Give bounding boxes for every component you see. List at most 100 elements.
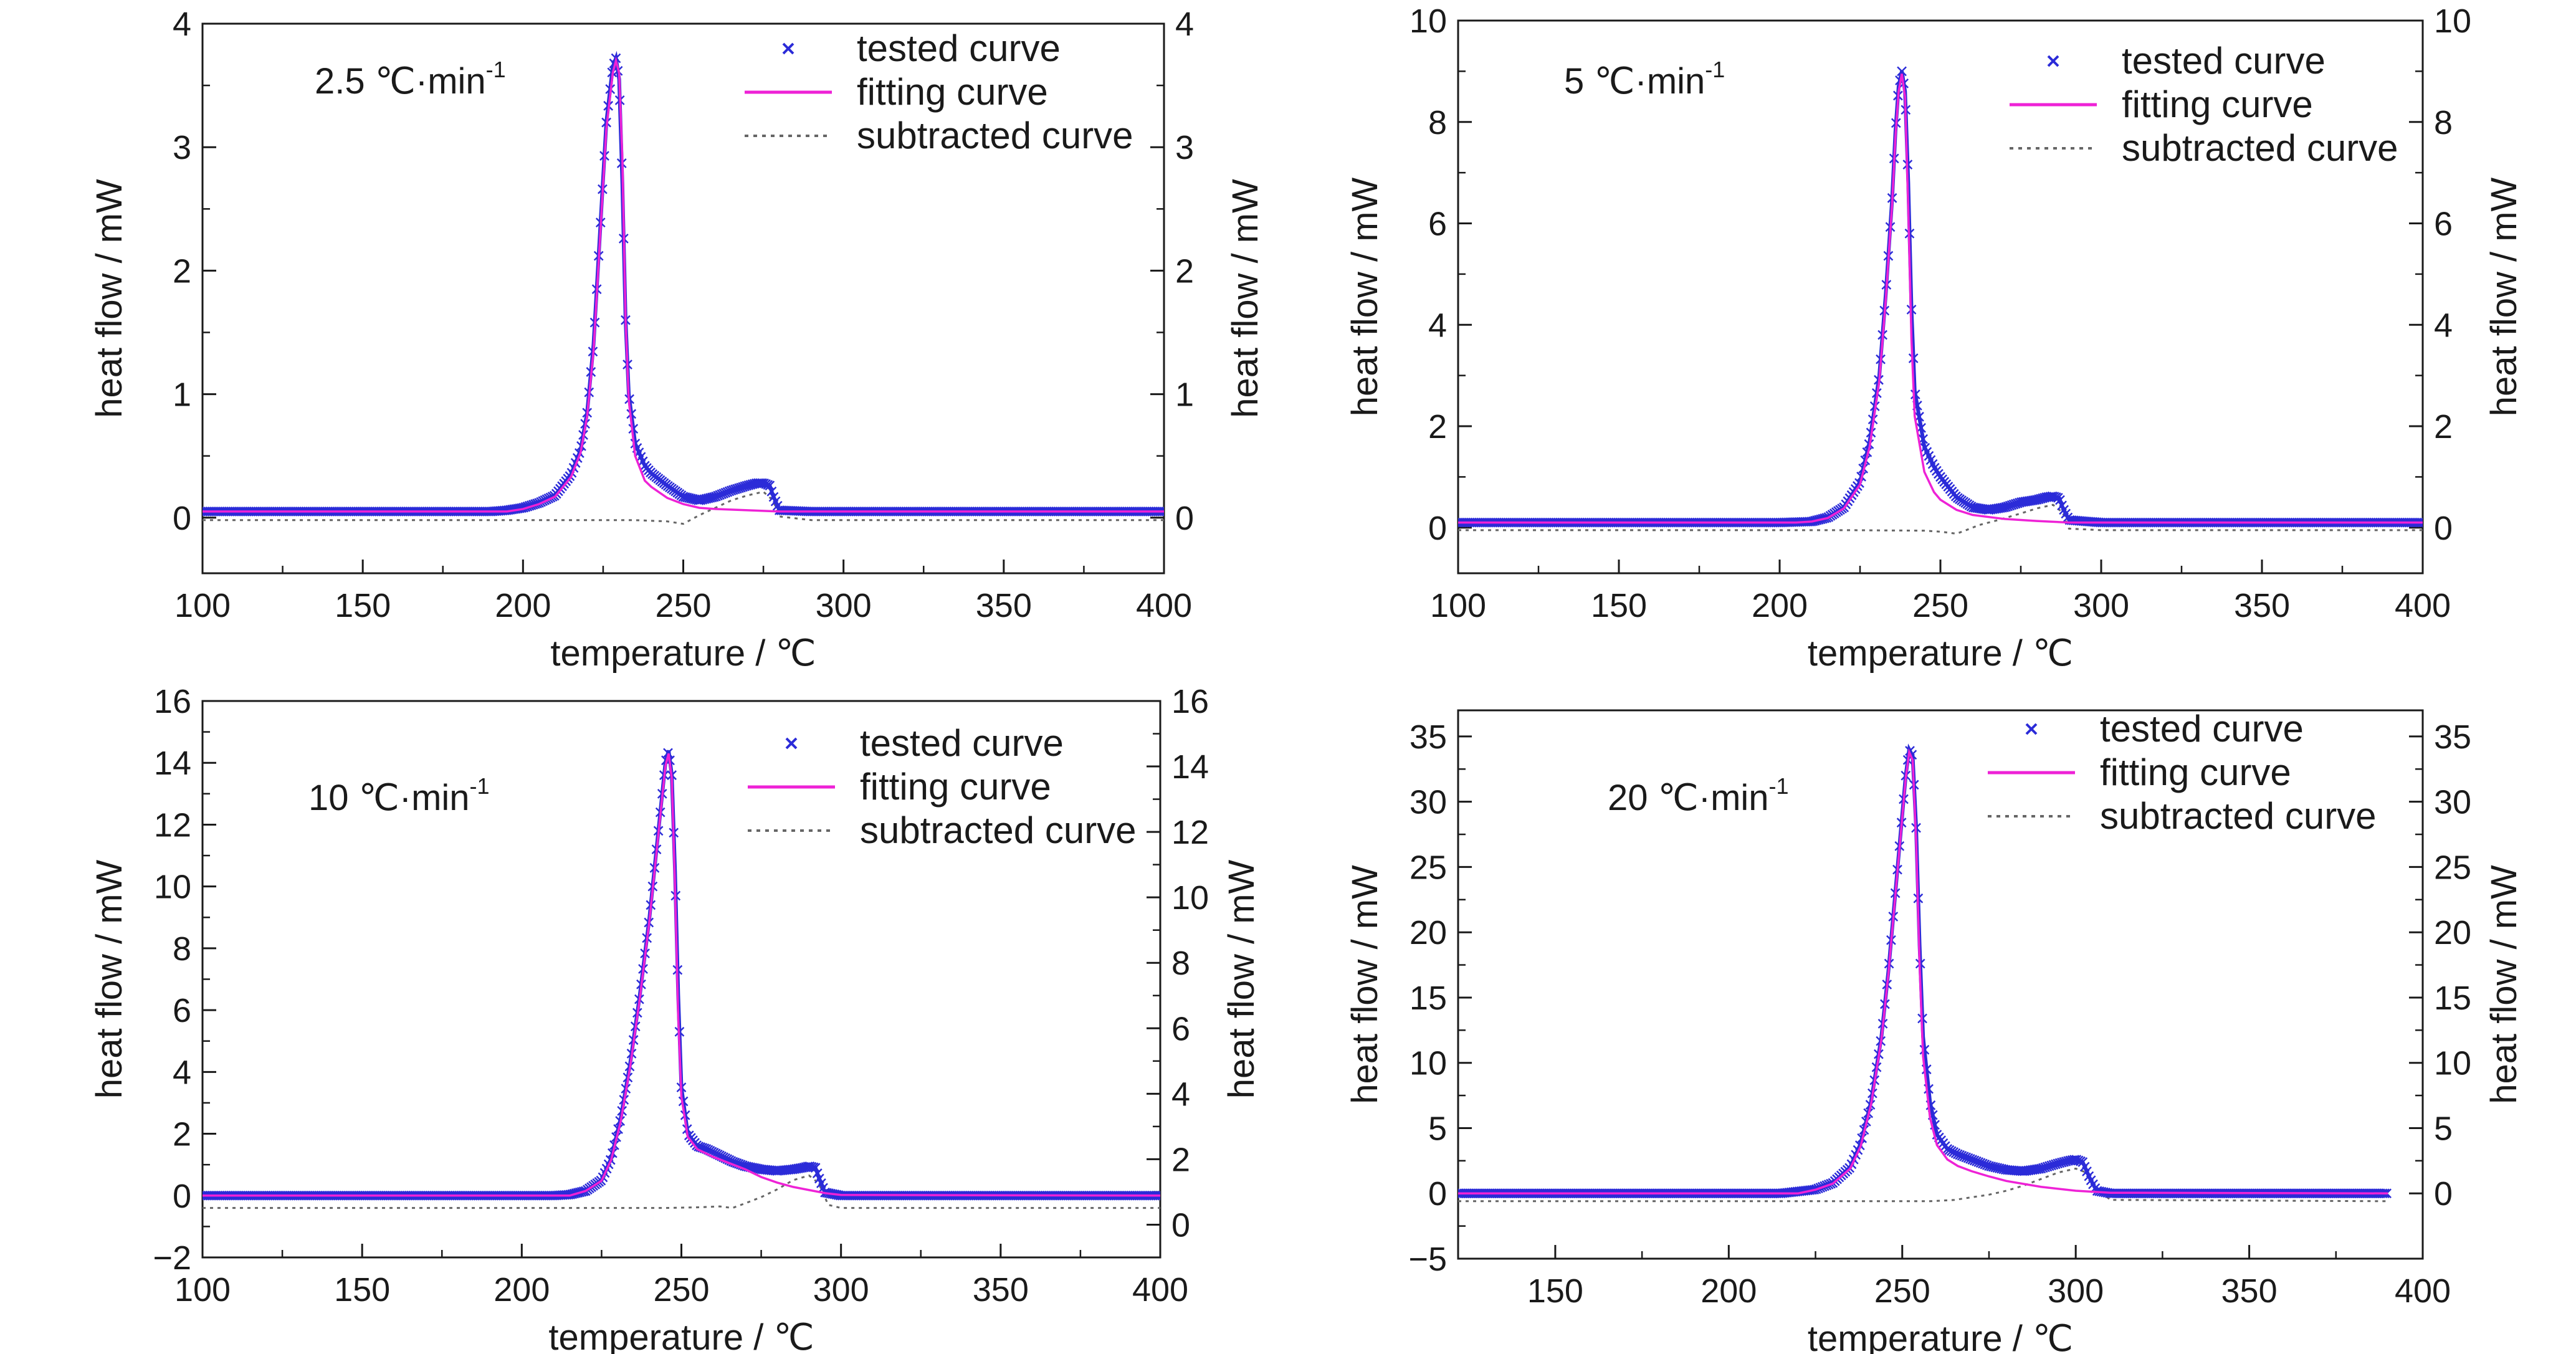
x-axis-title: temperature / ℃ <box>548 1317 814 1354</box>
y2-tick-label: 15 <box>2434 980 2471 1017</box>
x-tick-label: 150 <box>334 1271 390 1309</box>
y-tick-label: 5 <box>1428 1110 1447 1147</box>
legend-subtracted-label: subtracted curve <box>2100 795 2377 837</box>
series-group <box>1458 66 2423 535</box>
y-tick-label: 10 <box>154 869 191 906</box>
legend-tested-symbol <box>785 737 798 750</box>
y2-axis-title: heat flow / mW <box>1225 179 1266 418</box>
x-tick-label: 150 <box>1591 587 1647 624</box>
x-tick-label: 300 <box>816 587 872 624</box>
x-tick-label: 400 <box>2395 1272 2451 1310</box>
y-tick-label: 1 <box>173 376 191 414</box>
y-tick-label: 0 <box>173 1178 191 1215</box>
tested-point <box>1910 389 1920 399</box>
y2-tick-label: 35 <box>2434 718 2471 756</box>
x-tick-label: 150 <box>335 587 391 624</box>
y-axis-title: heat flow / mW <box>89 179 130 418</box>
x-tick-label: 250 <box>1912 587 1968 624</box>
y-tick-label: 2 <box>173 1116 191 1153</box>
y2-tick-label: 10 <box>2434 1045 2471 1082</box>
series-fitting-line <box>1458 74 2423 524</box>
tested-point <box>628 424 639 434</box>
plot-frame <box>1457 709 2424 1260</box>
y-tick-label: 0 <box>173 500 191 537</box>
y-tick-label: 6 <box>173 992 191 1029</box>
x-tick-label: 350 <box>973 1271 1029 1309</box>
y-tick-label: 2 <box>1428 408 1447 446</box>
x-tick-label: 400 <box>1132 1271 1188 1309</box>
legend-tested-label: tested curve <box>2100 708 2304 750</box>
tested-point <box>2076 1156 2086 1166</box>
y2-tick-label: 4 <box>1171 1075 1190 1113</box>
legend-fitting-label: fitting curve <box>2100 751 2291 793</box>
y2-tick-label: 8 <box>1171 945 1190 982</box>
y2-tick-label: 25 <box>2434 849 2471 886</box>
x-tick-label: 300 <box>813 1271 869 1309</box>
y-tick-label: 10 <box>1410 2 1447 40</box>
y2-axis-title: heat flow / mW <box>1221 859 1262 1099</box>
series-fitting-line <box>1458 748 2388 1194</box>
tested-point <box>2030 495 2040 505</box>
y-tick-label: −5 <box>1408 1241 1447 1278</box>
heating-rate-label: 5 ℃·min-1 <box>1564 57 1725 102</box>
y2-tick-label: 2 <box>1175 252 1194 290</box>
tested-point <box>1919 1044 1930 1055</box>
chart-panel-3: 100 150 200 250 300 350 400 −2 0 2 4 6 8 10 12 14 16 0 2 4 6… <box>89 683 1262 1354</box>
legend-tested-symbol <box>2047 55 2059 67</box>
chart-panel-1: 100 150 200 250 300 350 400 0 1 2 3 4 0 1 2 3 4 temperatu… <box>89 6 1266 674</box>
x-tick-label: 100 <box>1430 587 1486 624</box>
x-tick-label: 150 <box>1527 1272 1583 1310</box>
y-tick-label: 4 <box>173 1054 191 1091</box>
legend-fitting-label: fitting curve <box>860 766 1051 808</box>
x-tick-label: 350 <box>976 587 1032 624</box>
tested-point <box>1897 66 1907 77</box>
heating-rate-exponent: -1 <box>470 773 490 799</box>
series-group <box>203 748 1160 1209</box>
y2-tick-label: 0 <box>1171 1206 1190 1244</box>
y-tick-label: 20 <box>1410 914 1447 951</box>
tested-point <box>1997 502 2007 513</box>
x-tick-label: 300 <box>2073 587 2129 624</box>
x-axis-title: temperature / ℃ <box>1808 633 2073 674</box>
legend-tested-symbol <box>782 42 794 55</box>
y2-tick-label: 5 <box>2434 1110 2453 1147</box>
x-tick-label: 250 <box>653 1271 709 1309</box>
tested-point <box>763 480 773 490</box>
series-fitting-line <box>203 753 1160 1197</box>
y-tick-label: 14 <box>154 745 191 782</box>
legend-subtracted-label: subtracted curve <box>860 809 1137 851</box>
x-tick-label: 300 <box>2048 1272 2104 1310</box>
x-tick-label: 400 <box>2395 587 2451 624</box>
y-tick-label: 4 <box>173 6 191 43</box>
tested-point <box>663 748 673 758</box>
series-group <box>1458 743 2392 1203</box>
series-subtracted-line <box>1458 503 2423 535</box>
y-tick-label: 25 <box>1410 849 1447 886</box>
x-tick-label: 200 <box>1701 1272 1757 1310</box>
series-subtracted-line <box>203 1174 1160 1209</box>
tested-point <box>1908 353 1919 363</box>
y-axis-title: heat flow / mW <box>89 859 130 1099</box>
x-tick-label: 200 <box>1752 587 1808 624</box>
x-axis-title: temperature / ℃ <box>1808 1318 2073 1354</box>
legend-tested-symbol <box>2025 723 2038 735</box>
tested-point <box>810 1163 821 1173</box>
y-tick-label: 30 <box>1410 784 1447 821</box>
y2-tick-label: 0 <box>2434 1175 2453 1213</box>
y-tick-label: 8 <box>1428 104 1447 141</box>
legend-fitting-label: fitting curve <box>2122 83 2313 125</box>
x-tick-label: 350 <box>2234 587 2290 624</box>
y2-tick-label: 6 <box>1171 1010 1190 1047</box>
y-tick-label: 2 <box>173 252 191 290</box>
tested-point <box>795 1163 805 1173</box>
y2-tick-label: 8 <box>2434 104 2453 141</box>
heating-rate-label: 20 ℃·min-1 <box>1608 773 1789 818</box>
tested-point <box>678 1096 689 1107</box>
chart-panel-4: 150 200 250 300 350 400−505101520253035051015… <box>1345 708 2524 1354</box>
y2-tick-label: 3 <box>1175 129 1194 166</box>
y-tick-label: 15 <box>1410 980 1447 1017</box>
x-tick-label: 250 <box>655 587 711 624</box>
legend-fitting-label: fitting curve <box>857 71 1048 113</box>
